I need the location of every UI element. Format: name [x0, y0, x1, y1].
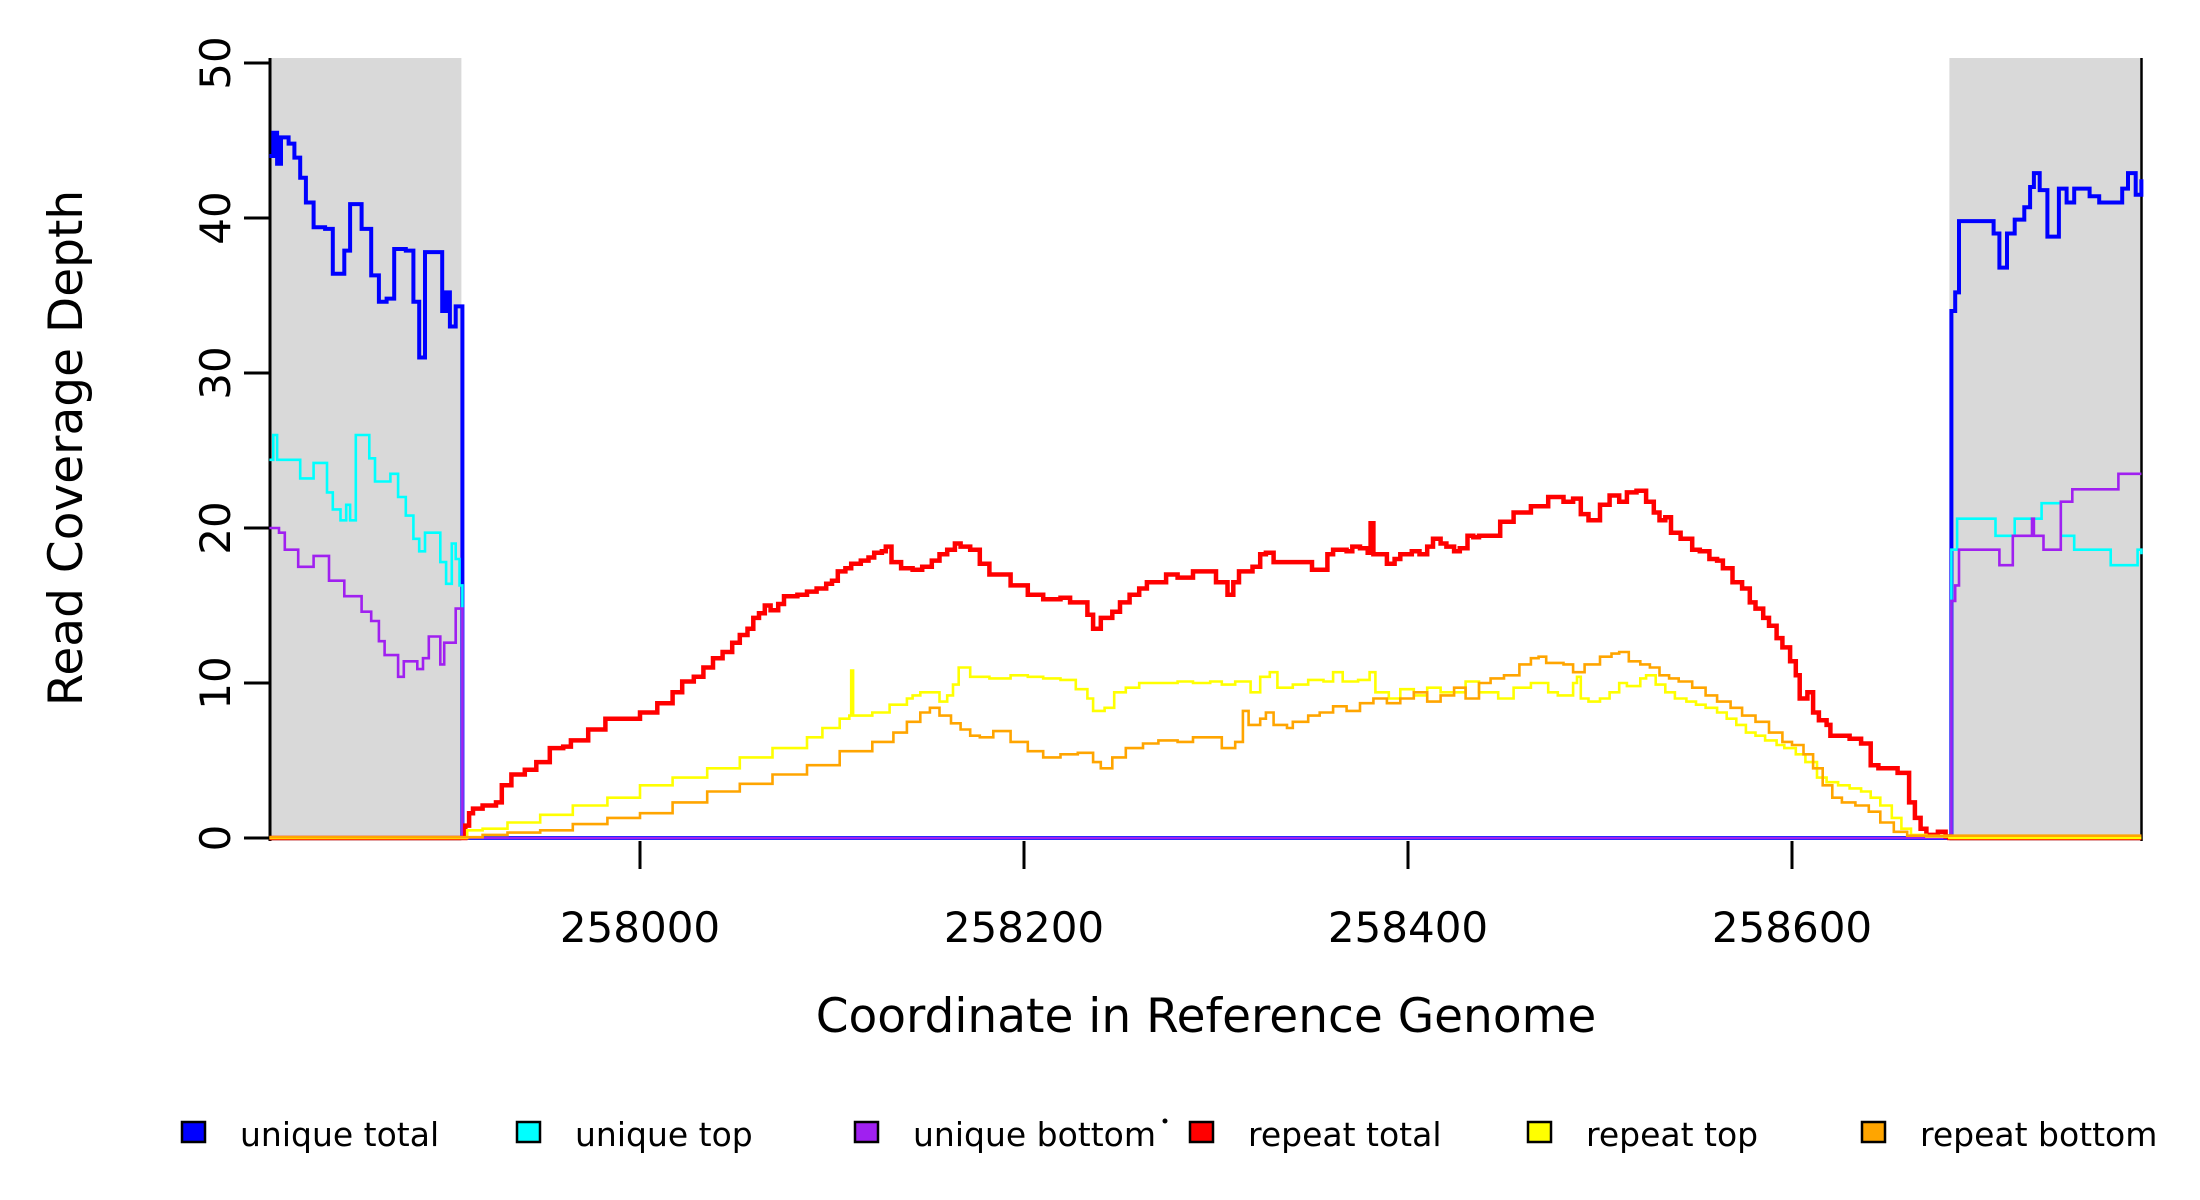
y-tick-label: 0 — [191, 825, 240, 852]
legend-swatch-repeat-bottom — [1860, 1120, 1887, 1144]
series-unique-bottom — [269, 472, 2142, 840]
legend-swatch-repeat-top — [1526, 1120, 1553, 1144]
legend-label-repeat-total: repeat total — [1248, 1115, 1442, 1154]
series-repeat-bottom — [269, 650, 2142, 839]
y-tick-label: 40 — [191, 191, 240, 244]
legend-stray-dot — [1162, 1118, 1168, 1124]
series-unique-top — [269, 433, 2143, 840]
x-tick-label: 258000 — [560, 903, 720, 952]
legend-label-repeat-bottom: repeat bottom — [1920, 1115, 2157, 1154]
shaded-region-right — [1949, 58, 2142, 841]
legend-label-repeat-top: repeat top — [1586, 1115, 1758, 1154]
series-unique-total — [269, 130, 2144, 840]
legend-swatch-unique-bottom — [853, 1120, 880, 1144]
y-tick-label: 30 — [191, 346, 240, 399]
y-tick-label: 10 — [191, 656, 240, 709]
x-tick-label: 258400 — [1328, 903, 1488, 952]
legend-swatch-unique-total — [180, 1120, 207, 1144]
y-tick-label: 20 — [191, 501, 240, 554]
series-repeat-top — [269, 666, 2142, 840]
legend-label-unique-bottom: unique bottom — [913, 1115, 1156, 1154]
shaded-region-left — [269, 58, 462, 841]
series-repeat-total — [269, 488, 2142, 841]
legend-label-unique-total: unique total — [240, 1115, 439, 1154]
y-axis-title: Read Coverage Depth — [39, 190, 94, 706]
x-tick-label: 258600 — [1712, 903, 1872, 952]
legend-swatch-repeat-total — [1188, 1120, 1215, 1144]
y-tick-label: 50 — [191, 36, 240, 89]
legend-swatch-unique-top — [515, 1120, 542, 1144]
legend-label-unique-top: unique top — [575, 1115, 753, 1154]
x-axis-title: Coordinate in Reference Genome — [816, 989, 1597, 1044]
x-tick-label: 258200 — [944, 903, 1104, 952]
